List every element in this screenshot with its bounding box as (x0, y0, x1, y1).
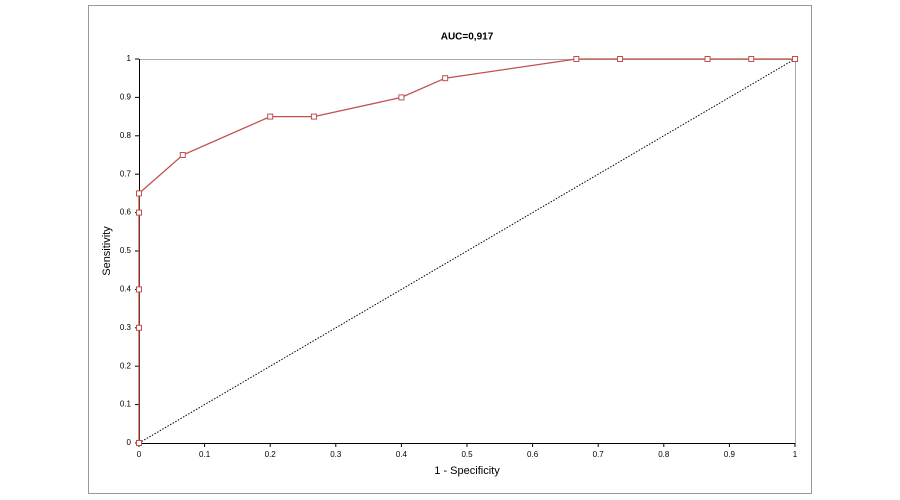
y-tick-label: 0.3 (120, 323, 132, 332)
point (136, 440, 142, 446)
chart-title: AUC=0,917 (441, 32, 494, 43)
x-tick-label: 0.5 (461, 450, 473, 459)
x-tick-label: 0.9 (724, 450, 736, 459)
x-axis-label: 1 - Specificity (434, 465, 500, 477)
point (573, 56, 580, 62)
x-tick-label: 0.7 (593, 450, 605, 459)
point (748, 56, 755, 62)
point (617, 56, 624, 62)
point (267, 113, 274, 120)
point (398, 94, 405, 101)
y-tick-label: 1 (127, 54, 132, 63)
x-tick-label: 0.2 (265, 450, 277, 459)
point (136, 190, 142, 197)
y-tick-label: 0.8 (120, 131, 132, 140)
chart-frame (88, 5, 812, 494)
point (442, 75, 449, 82)
x-tick-label: 0.4 (396, 450, 408, 459)
point (179, 152, 186, 158)
y-tick-label: 0.4 (120, 285, 132, 294)
x-tick-label: 0 (137, 450, 142, 459)
point (792, 56, 798, 62)
point (704, 56, 711, 62)
y-tick-label: 0.5 (120, 246, 132, 255)
point (136, 324, 142, 331)
point (310, 113, 317, 120)
point (136, 286, 142, 293)
x-tick-label: 0.3 (330, 450, 342, 459)
y-axis-label: Sensitivity (101, 226, 113, 276)
y-tick-label: 0 (127, 438, 132, 447)
y-tick-label: 0.9 (120, 93, 132, 102)
y-tick-label: 0.1 (120, 400, 132, 409)
x-tick-label: 0.6 (527, 450, 539, 459)
x-tick-label: 1 (793, 450, 798, 459)
y-tick-label: 0.7 (120, 169, 132, 178)
x-tick-label: 0.1 (199, 450, 211, 459)
point (136, 209, 142, 216)
x-tick-label: 0.8 (658, 450, 670, 459)
series-line (138, 58, 796, 444)
y-tick-label: 0.2 (120, 361, 132, 370)
y-tick-label: 0.6 (120, 208, 132, 217)
